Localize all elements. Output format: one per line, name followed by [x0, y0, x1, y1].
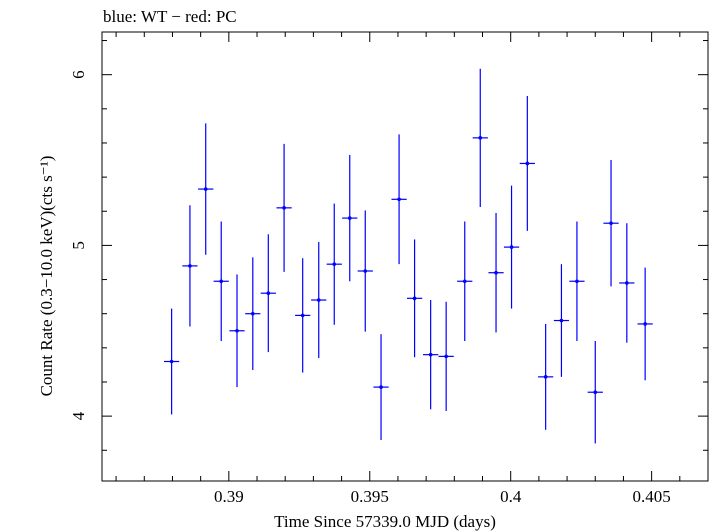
data-marker — [188, 264, 192, 268]
data-marker — [478, 136, 483, 140]
x-axis: 0.39 0.395 0.4 0.405 — [115, 32, 681, 506]
data-point — [603, 160, 619, 287]
data-marker — [543, 375, 548, 379]
data-point — [326, 203, 342, 325]
data-point — [569, 221, 585, 342]
y-tick-label: 5 — [69, 241, 88, 250]
data-point — [213, 221, 229, 342]
data-point — [229, 274, 245, 388]
data-point — [245, 257, 261, 371]
data-point — [295, 258, 311, 373]
data-marker — [219, 279, 224, 284]
data-point — [276, 143, 292, 272]
data-marker — [300, 313, 305, 318]
data-marker — [462, 279, 467, 284]
data-marker — [593, 390, 598, 395]
data-point — [391, 134, 407, 265]
data-marker — [444, 354, 448, 359]
data-marker — [235, 328, 239, 333]
data-point — [198, 123, 214, 255]
data-point — [182, 205, 198, 327]
data-marker — [203, 187, 208, 191]
data-point — [488, 212, 504, 333]
chart-title: blue: WT − red: PC — [103, 7, 237, 26]
data-marker — [282, 206, 286, 210]
x-axis-label: Time Since 57339.0 MJD (days) — [274, 512, 496, 531]
y-axis-label: Count Rate (0.3−10.0 keV)(cts s⁻¹) — [37, 156, 56, 397]
data-marker — [509, 245, 514, 249]
data-point — [519, 96, 535, 231]
x-tick-label: 0.4 — [500, 487, 522, 506]
data-marker — [347, 216, 352, 220]
data-point — [342, 154, 358, 282]
data-marker — [609, 221, 613, 226]
data-marker — [494, 270, 498, 275]
data-point — [503, 185, 520, 309]
data-marks — [164, 68, 653, 444]
data-marker — [169, 359, 174, 364]
data-point — [260, 234, 276, 353]
data-marker — [397, 197, 401, 202]
x-tick-label: 0.405 — [633, 487, 671, 506]
x-tick-label: 0.395 — [351, 487, 389, 506]
data-marker — [428, 352, 433, 357]
data-point — [357, 210, 373, 332]
data-point — [553, 264, 570, 377]
data-marker — [559, 318, 564, 323]
y-tick-label: 4 — [69, 411, 88, 420]
data-point — [164, 308, 180, 415]
data-point — [438, 301, 454, 412]
data-point — [311, 241, 327, 359]
data-point — [637, 267, 653, 381]
data-point — [472, 68, 488, 207]
data-point — [538, 323, 554, 430]
data-marker — [266, 291, 271, 296]
data-marker — [575, 279, 579, 284]
data-marker — [525, 161, 530, 166]
data-point — [406, 239, 423, 358]
data-marker — [625, 281, 629, 285]
data-point — [423, 300, 439, 410]
y-tick-label: 6 — [69, 70, 88, 79]
data-point — [619, 223, 635, 343]
x-tick-label: 0.39 — [214, 487, 244, 506]
data-marker — [363, 269, 368, 273]
data-marker — [316, 298, 321, 302]
data-point — [587, 341, 603, 444]
data-point — [373, 334, 389, 441]
data-marker — [332, 262, 337, 266]
data-point — [457, 221, 473, 342]
data-marker — [412, 296, 417, 301]
y-axis: 4 5 6 — [69, 40, 708, 451]
plot-frame — [101, 31, 709, 482]
data-marker — [379, 385, 383, 389]
data-marker — [250, 311, 255, 316]
data-marker — [643, 322, 647, 326]
